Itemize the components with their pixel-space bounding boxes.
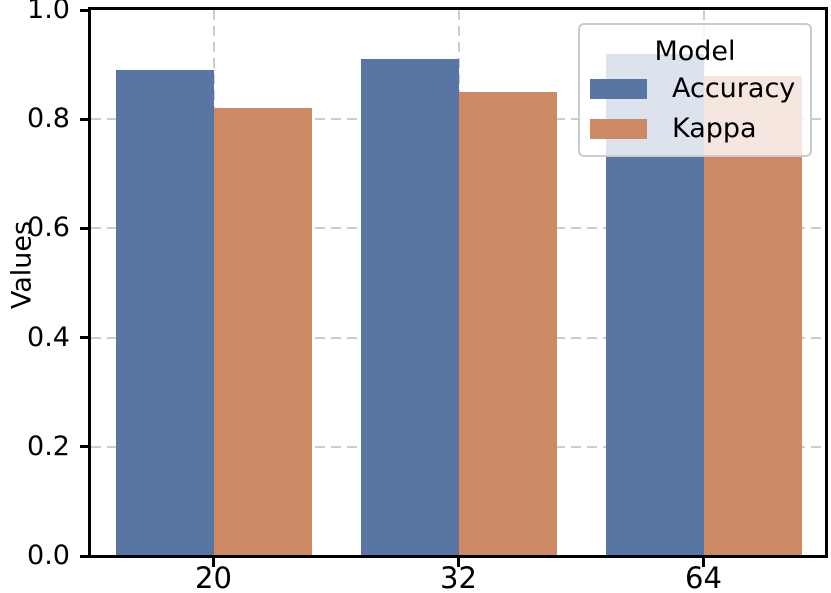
x-tick-mark: [702, 558, 705, 567]
y-tick-mark: [80, 8, 91, 12]
h-gridline: [91, 227, 826, 230]
y-tick-label: 0.2: [27, 430, 70, 462]
accuracy-bar: [360, 59, 459, 556]
x-tick-mark: [457, 558, 460, 567]
x-tick-label: 64: [685, 561, 722, 593]
x-tick-mark: [212, 558, 215, 567]
kappa-swatch-icon: [590, 119, 647, 139]
legend-label-accuracy: Accuracy: [672, 73, 796, 104]
y-tick-label: 0.0: [27, 540, 70, 571]
y-tick-mark: [80, 226, 91, 230]
y-axis-label: Values: [6, 220, 38, 310]
kappa-bar: [213, 108, 312, 556]
h-gridline: [91, 336, 826, 339]
x-tick-label: 20: [195, 561, 232, 593]
y-tick-mark: [80, 445, 91, 449]
v-gridline: [457, 10, 460, 556]
kappa-bar: [458, 91, 557, 556]
y-tick-mark: [80, 554, 91, 558]
legend-label-kappa: Kappa: [672, 113, 757, 144]
accuracy-bar: [115, 70, 214, 556]
legend-title: Model: [654, 36, 736, 67]
y-tick-label: 1.0: [27, 0, 70, 25]
x-tick-label: 32: [440, 561, 477, 593]
legend-entry-kappa: Kappa: [590, 109, 800, 149]
y-tick-label: 0.4: [27, 321, 70, 353]
legend-entry-accuracy: Accuracy: [590, 69, 800, 109]
y-tick-label: 0.8: [27, 103, 70, 135]
y-tick-mark: [80, 336, 91, 340]
y-tick-mark: [80, 117, 91, 121]
v-gridline: [212, 10, 215, 556]
accuracy-swatch-icon: [590, 79, 647, 99]
h-gridline: [91, 445, 826, 448]
legend: Model Accuracy Kappa: [578, 23, 812, 157]
